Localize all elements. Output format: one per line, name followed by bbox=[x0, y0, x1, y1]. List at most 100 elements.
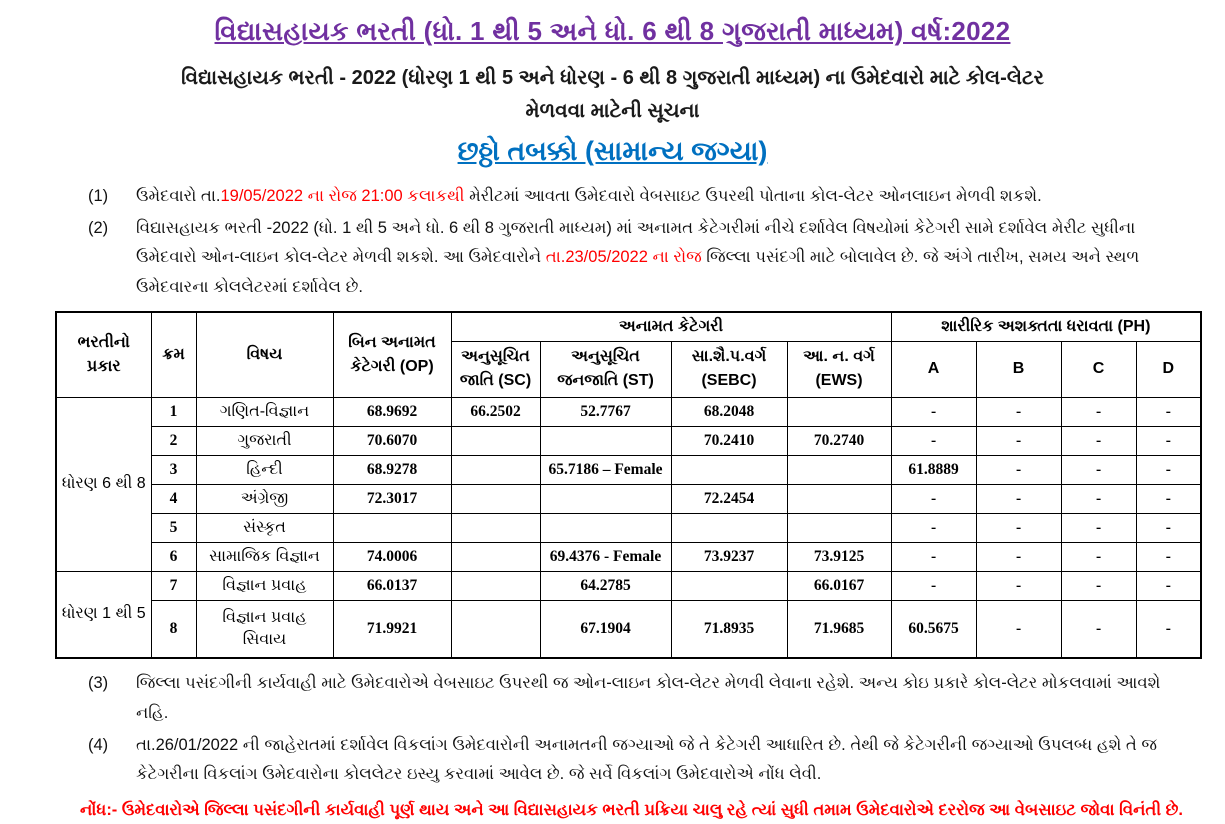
cell-serial: 5 bbox=[150, 512, 197, 543]
cell-ews: 71.9685 bbox=[786, 599, 892, 659]
cell-serial: 7 bbox=[150, 570, 197, 601]
cell-ph-d: - bbox=[1135, 541, 1202, 572]
note-3: (3) જિલ્લા પસંદગીની કાર્યવાહી માટે ઉમેદવ… bbox=[20, 669, 1205, 728]
col-header-subject: વિષય bbox=[195, 311, 334, 398]
cell-st: 64.2785 bbox=[539, 570, 672, 601]
cell-subject: સામાજિક વિજ્ઞાન bbox=[195, 541, 334, 572]
table-row: 4 અંગ્રેજી 72.3017 72.2454 - - - - bbox=[56, 483, 1202, 514]
note-1-number: (1) bbox=[88, 187, 109, 205]
cell-ph-b: - bbox=[975, 541, 1062, 572]
cell-st: 65.7186 – Female bbox=[539, 454, 672, 485]
cell-serial: 4 bbox=[150, 483, 197, 514]
cell-subject: ગુજરાતી bbox=[195, 425, 334, 456]
cell-ph-a: - bbox=[890, 425, 977, 456]
cell-ews bbox=[786, 454, 892, 485]
cell-ph-c: - bbox=[1060, 512, 1137, 543]
cell-op: 68.9278 bbox=[332, 454, 452, 485]
cell-sc bbox=[450, 512, 541, 543]
table-row: 5 સંસ્કૃત - - - - bbox=[56, 512, 1202, 543]
cell-ph-d: - bbox=[1135, 570, 1202, 601]
col-header-ph-a: A bbox=[890, 340, 977, 398]
cell-st: 69.4376 - Female bbox=[539, 541, 672, 572]
cell-ph-b: - bbox=[975, 570, 1062, 601]
cell-op: 68.9692 bbox=[332, 396, 452, 427]
cell-ph-b: - bbox=[975, 396, 1062, 427]
cell-ph-d: - bbox=[1135, 512, 1202, 543]
col-header-st: અનુસૂચિત જનજાતિ (ST) bbox=[539, 340, 672, 398]
note-2-date-highlight: તા.23/05/2022 ના રોજ bbox=[545, 248, 702, 267]
note-2-text: વિદ્યાસહાયક ભરતી -2022 (ધો. 1 થી 5 અને ધ… bbox=[136, 214, 1175, 303]
cell-ews bbox=[786, 512, 892, 543]
table-row: 6 સામાજિક વિજ્ઞાન 74.0006 69.4376 - Fema… bbox=[56, 541, 1202, 572]
cell-op: 74.0006 bbox=[332, 541, 452, 572]
cell-subject: ગણિત-વિજ્ઞાન bbox=[195, 396, 334, 427]
cell-op: 72.3017 bbox=[332, 483, 452, 514]
cell-subject: વિજ્ઞાન પ્રવાહ bbox=[195, 570, 334, 601]
cell-ph-d: - bbox=[1135, 396, 1202, 427]
cell-sc bbox=[450, 425, 541, 456]
cell-serial: 8 bbox=[150, 599, 197, 659]
cell-sebc: 73.9237 bbox=[670, 541, 788, 572]
group-label-std-1-5: ધોરણ 1 થી 5 bbox=[55, 570, 152, 659]
cell-serial: 6 bbox=[150, 541, 197, 572]
cell-ph-c: - bbox=[1060, 425, 1137, 456]
cell-sebc bbox=[670, 570, 788, 601]
cell-ph-a: - bbox=[890, 512, 977, 543]
cell-ph-b: - bbox=[975, 454, 1062, 485]
cell-ph-a: 61.8889 bbox=[890, 454, 977, 485]
cell-ph-d: - bbox=[1135, 454, 1202, 485]
cell-ph-a: - bbox=[890, 396, 977, 427]
cell-ph-c: - bbox=[1060, 599, 1137, 659]
col-header-ews: આ. ન. વર્ગ (EWS) bbox=[786, 340, 892, 398]
cell-op bbox=[332, 512, 452, 543]
cell-ph-c: - bbox=[1060, 570, 1137, 601]
cell-op: 66.0137 bbox=[332, 570, 452, 601]
col-header-recruitment-type: ભરતીનો પ્રકાર bbox=[55, 311, 152, 398]
cell-sebc: 68.2048 bbox=[670, 396, 788, 427]
cell-ph-b: - bbox=[975, 483, 1062, 514]
note-1-text: ઉમેદવારો તા.19/05/2022 ના રોજ 21:00 કલાક… bbox=[136, 182, 1175, 212]
col-header-ph-d: D bbox=[1135, 340, 1202, 398]
cell-sc bbox=[450, 599, 541, 659]
cell-ph-d: - bbox=[1135, 425, 1202, 456]
col-header-ph-c: C bbox=[1060, 340, 1137, 398]
note-1: (1) ઉમેદવારો તા.19/05/2022 ના રોજ 21:00 … bbox=[20, 182, 1205, 212]
cell-ph-b: - bbox=[975, 425, 1062, 456]
note-1-pre: ઉમેદવારો તા. bbox=[136, 187, 221, 205]
note-2-pre: વિદ્યાસહાયક ભરતી -2022 (ધો. 1 થી 5 અને ધ… bbox=[136, 218, 1136, 267]
cell-ph-a: - bbox=[890, 541, 977, 572]
table-row: 3 હિન્દી 68.9278 65.7186 – Female 61.888… bbox=[56, 454, 1202, 485]
cell-ph-c: - bbox=[1060, 541, 1137, 572]
footer-red-note: નોંધ:- ઉમેદવારોએ જિલ્લા પસંદગીની કાર્યવા… bbox=[80, 801, 1183, 819]
page-title: વિદ્યાસહાયક ભરતી (ધો. 1 થી 5 અને ધો. 6 થ… bbox=[214, 16, 1011, 46]
subtitle-line-1: વિદ્યાસહાયક ભરતી - 2022 (ધોરણ 1 થી 5 અને… bbox=[181, 67, 1044, 89]
cell-subject: સંસ્કૃત bbox=[195, 512, 334, 543]
subtitle-line-2: મેળવવા માટેની સૂચના bbox=[525, 100, 700, 122]
cell-subject: વિજ્ઞાન પ્રવાહ સિવાય bbox=[195, 599, 334, 659]
table-row: ધોરણ 6 થી 8 1 ગણિત-વિજ્ઞાન 68.9692 66.25… bbox=[55, 396, 1202, 572]
cell-ph-d: - bbox=[1135, 599, 1202, 659]
table-row: 8 વિજ્ઞાન પ્રવાહ સિવાય 71.9921 67.1904 7… bbox=[56, 599, 1202, 659]
group-label-std-6-8: ધોરણ 6 થી 8 bbox=[55, 396, 152, 572]
cell-ews: 66.0167 bbox=[786, 570, 892, 601]
cell-st bbox=[539, 425, 672, 456]
cell-serial: 1 bbox=[150, 396, 197, 427]
note-2-post: જિલ્લા પસંદગી માટે બોલાવેલ છે. જે અંગે ત… bbox=[136, 248, 1140, 297]
cell-ph-b: - bbox=[975, 512, 1062, 543]
cell-sc bbox=[450, 570, 541, 601]
cell-sc bbox=[450, 541, 541, 572]
note-4: (4) તા.26/01/2022 ની જાહેરાતમાં દર્શાવેલ… bbox=[20, 731, 1205, 790]
cell-ews bbox=[786, 396, 892, 427]
cell-st: 52.7767 bbox=[539, 396, 672, 427]
cell-sc bbox=[450, 483, 541, 514]
cell-sebc: 72.2454 bbox=[670, 483, 788, 514]
cell-op: 71.9921 bbox=[332, 599, 452, 659]
cell-ph-c: - bbox=[1060, 483, 1137, 514]
cell-ews: 70.2740 bbox=[786, 425, 892, 456]
col-header-ph: શારીરિક અશક્તતા ધરાવતા (PH) bbox=[890, 311, 1202, 342]
cell-sc: 66.2502 bbox=[450, 396, 541, 427]
table-row: ધોરણ 1 થી 5 7 વિજ્ઞાન પ્રવાહ 66.0137 64.… bbox=[55, 570, 1202, 659]
note-1-date-highlight: 19/05/2022 ના રોજ 21:00 કલાકથી bbox=[220, 187, 465, 205]
cell-ph-d: - bbox=[1135, 483, 1202, 514]
